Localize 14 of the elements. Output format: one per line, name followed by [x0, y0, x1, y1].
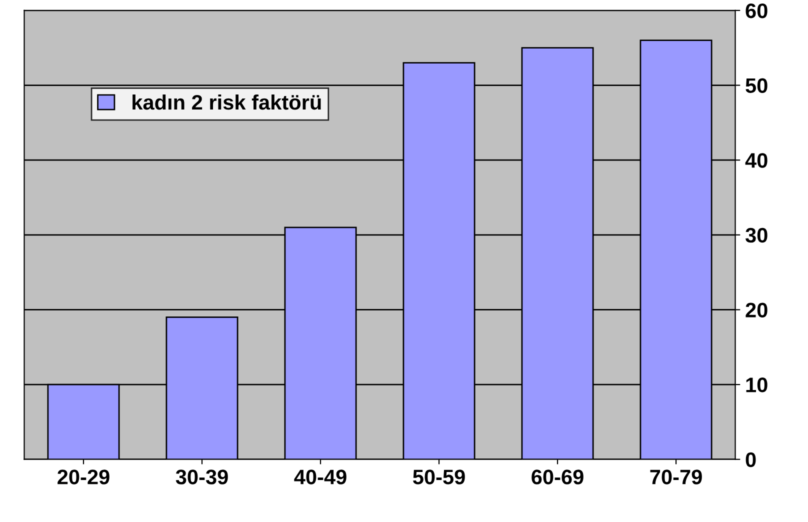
- x-tick-label: 20-29: [58, 470, 110, 484]
- y-tick-label: 10: [746, 378, 768, 392]
- y-tick-label: 50: [746, 78, 768, 94]
- x-tick-label: 60-69: [532, 470, 584, 484]
- y-tick-label: 30: [745, 228, 768, 243]
- x-tick-label: 40-49: [294, 470, 346, 484]
- y-tick-label: 20: [746, 302, 768, 318]
- y-tick-label: 40: [745, 153, 768, 168]
- x-tick-label: 50-59: [413, 470, 465, 484]
- y-tick-label: 60: [746, 3, 768, 18]
- legend-label: kadın 2 risk faktörü: [132, 94, 321, 110]
- y-tick-label: 0: [746, 452, 756, 468]
- x-tick-label: 70-79: [650, 470, 702, 484]
- x-tick-label: 30-39: [176, 470, 228, 484]
